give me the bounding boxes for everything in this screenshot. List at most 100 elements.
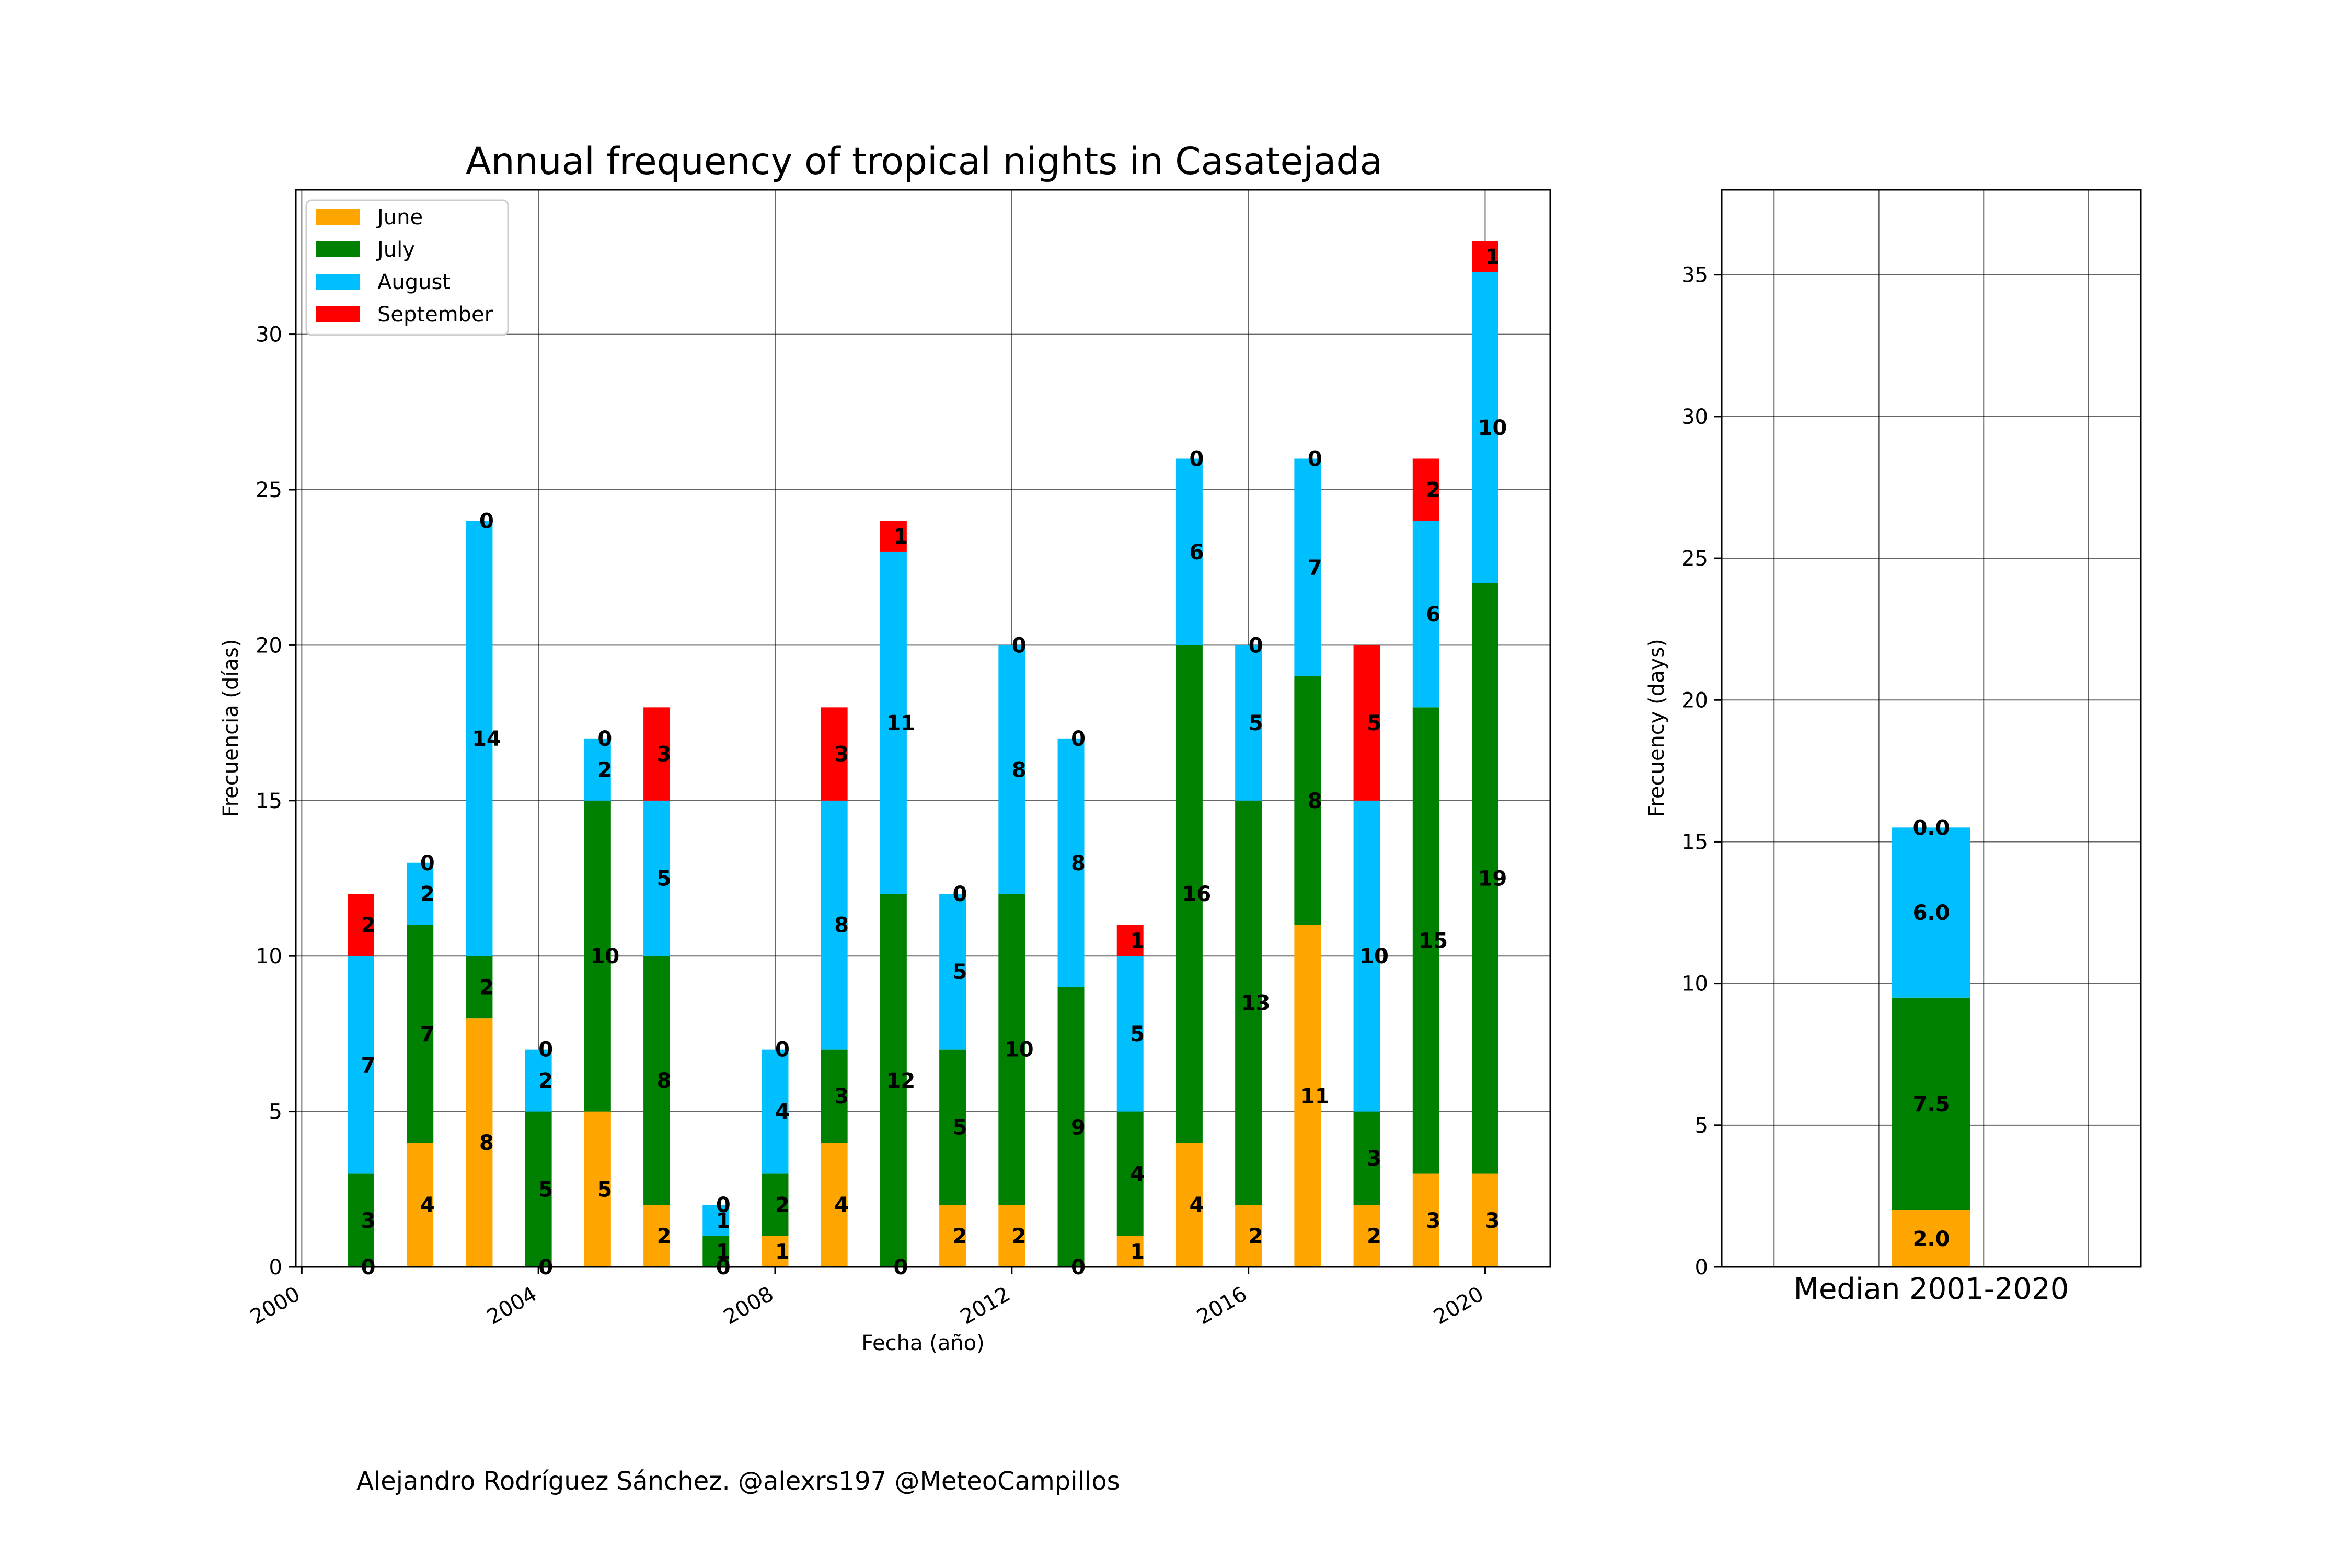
bar-label-august-2003: 14 — [472, 727, 501, 751]
bar-label-june-2009: 4 — [834, 1193, 849, 1217]
bar-label-june-2018: 2 — [1367, 1225, 1381, 1249]
bar-label-september-2001: 2 — [361, 914, 376, 938]
bar-label-september-2015: 0 — [1190, 447, 1204, 471]
bar-july-2016 — [1235, 800, 1262, 1205]
bar-label-september-2017: 0 — [1308, 447, 1322, 471]
bar-label-june-2005: 5 — [597, 1178, 612, 1202]
bar-label-june-2017: 11 — [1300, 1085, 1330, 1109]
median-y-tick-label-20: 20 — [1681, 688, 1708, 712]
bar-july-2003 — [466, 956, 493, 1019]
legend: June July August September — [305, 199, 509, 336]
bar-label-july-2020: 19 — [1478, 867, 1507, 891]
bar-july-2009 — [821, 1049, 848, 1143]
bar-august-2003 — [466, 521, 493, 956]
median-bar-label-june: 2.0 — [1913, 1227, 1950, 1251]
bar-label-september-2016: 0 — [1249, 633, 1263, 658]
main-x-axis-label: Fecha (año) — [861, 1331, 985, 1355]
bar-september-2019 — [1412, 458, 1439, 521]
main-y-tick-label-0: 0 — [269, 1255, 282, 1279]
bar-august-2013 — [1057, 738, 1085, 987]
bar-label-june-2003: 8 — [479, 1131, 494, 1155]
bar-label-july-2009: 3 — [834, 1085, 849, 1109]
bar-july-2017 — [1294, 676, 1321, 925]
bar-august-2005 — [584, 738, 611, 801]
bar-august-2017 — [1294, 458, 1321, 676]
bar-label-june-2019: 3 — [1426, 1209, 1440, 1233]
legend-swatch-september — [316, 306, 360, 322]
median-y-tick-label-0: 0 — [1695, 1255, 1708, 1279]
bar-label-june-2012: 2 — [1012, 1225, 1027, 1249]
bar-june-2017 — [1294, 925, 1321, 1267]
median-bar-june — [1892, 1210, 1970, 1267]
bar-label-july-2005: 10 — [591, 944, 620, 969]
bar-june-2008 — [762, 1236, 789, 1267]
bar-label-august-2005: 2 — [597, 758, 612, 782]
bar-july-2015 — [1175, 645, 1203, 1143]
bar-label-june-2014: 1 — [1130, 1240, 1145, 1264]
bar-june-2003 — [466, 1018, 493, 1267]
main-bars — [348, 241, 1498, 1267]
bar-june-2020 — [1472, 1173, 1498, 1267]
bar-june-2012 — [998, 1205, 1025, 1267]
bar-june-2016 — [1235, 1205, 1262, 1267]
bar-august-2019 — [1412, 521, 1439, 708]
legend-swatch-june — [316, 209, 360, 225]
median-bar-july — [1892, 997, 1970, 1210]
bar-label-september-2005: 0 — [597, 727, 612, 751]
bar-label-july-2010: 12 — [886, 1069, 916, 1093]
bar-label-july-2001: 3 — [361, 1209, 376, 1233]
legend-swatch-july — [316, 241, 360, 257]
bar-august-2015 — [1175, 458, 1203, 645]
bar-august-2009 — [821, 800, 848, 1050]
bar-label-august-2017: 7 — [1308, 556, 1322, 580]
bar-label-july-2004: 5 — [538, 1178, 553, 1202]
main-y-axis-label: Frecuencia (días) — [219, 639, 243, 817]
bar-august-2011 — [939, 894, 966, 1050]
bar-july-2004 — [525, 1111, 552, 1267]
bar-label-september-2007: 0 — [716, 1193, 731, 1217]
bar-label-september-2002: 0 — [420, 851, 435, 875]
median-y-tick-label-25: 25 — [1681, 547, 1708, 571]
bar-label-september-2020: 1 — [1485, 245, 1500, 269]
bar-label-september-2011: 0 — [953, 882, 967, 906]
median-bar-label-august: 6.0 — [1913, 901, 1950, 925]
bar-july-2002 — [407, 925, 434, 1143]
bar-label-june-2006: 2 — [657, 1225, 672, 1249]
bar-july-2014 — [1116, 1111, 1144, 1236]
bar-september-2018 — [1353, 645, 1380, 801]
median-y-tick-label-5: 5 — [1695, 1114, 1708, 1138]
bar-july-2005 — [584, 800, 611, 1112]
bar-august-2008 — [762, 1049, 789, 1174]
legend-swatch-august — [316, 274, 360, 290]
bar-label-august-2014: 5 — [1130, 1022, 1145, 1046]
bar-label-september-2012: 0 — [1012, 633, 1027, 658]
bar-label-august-2004: 2 — [538, 1069, 553, 1093]
median-y-tick-label-15: 15 — [1681, 830, 1708, 854]
bar-label-july-2018: 3 — [1367, 1147, 1381, 1171]
bar-august-2012 — [998, 645, 1025, 894]
median-y-tick-label-10: 10 — [1681, 972, 1708, 996]
main-y-tick-label-5: 5 — [269, 1100, 282, 1124]
bar-label-august-2009: 8 — [834, 914, 849, 938]
bar-label-september-2010: 1 — [893, 525, 908, 549]
main-grid — [296, 190, 1550, 1267]
bar-label-august-2002: 2 — [420, 882, 435, 906]
bar-label-august-2012: 8 — [1012, 758, 1027, 782]
median-bar-label-july: 7.5 — [1913, 1092, 1950, 1116]
bar-label-june-2016: 2 — [1249, 1225, 1263, 1249]
bar-august-2006 — [643, 800, 671, 956]
bar-july-2020 — [1472, 583, 1498, 1174]
main-y-tick-label-25: 25 — [256, 478, 282, 502]
median-y-tick-label-35: 35 — [1681, 263, 1708, 287]
bar-august-2007 — [702, 1205, 730, 1236]
bar-label-august-2015: 6 — [1190, 540, 1204, 564]
legend-label-august: August — [377, 270, 451, 294]
bar-label-july-2019: 15 — [1419, 929, 1448, 953]
legend-label-june: June — [376, 205, 423, 229]
bar-july-2019 — [1412, 707, 1439, 1174]
bar-label-september-2009: 3 — [834, 743, 849, 767]
bar-label-july-2006: 8 — [657, 1069, 672, 1093]
legend-label-september: September — [377, 303, 493, 327]
bar-label-august-2007: 1 — [716, 1209, 731, 1233]
